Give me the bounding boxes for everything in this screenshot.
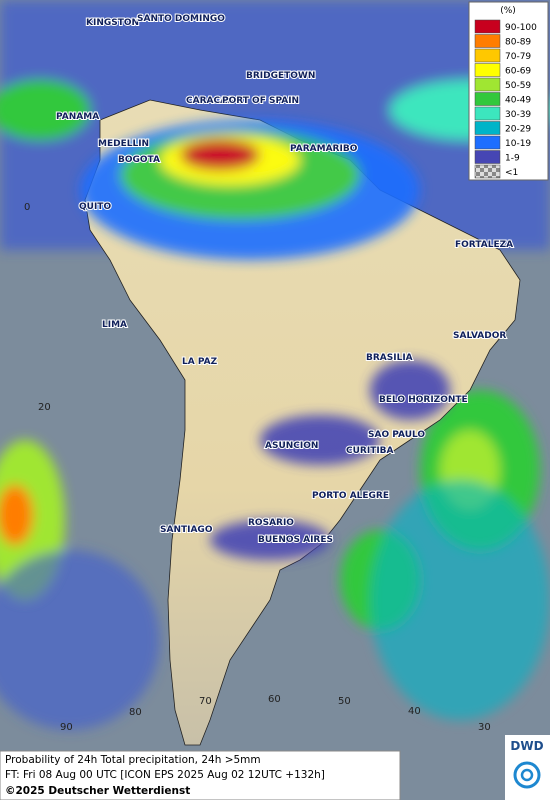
legend-label: 70-79 [505,52,531,62]
longitude-label: 80 [129,707,142,718]
legend-swatch [474,77,501,92]
city-label: PORTO ALEGRE [312,491,389,501]
legend-label: 10-19 [505,139,531,149]
city-label: CURITIBA [346,446,394,456]
longitude-label: 90 [60,722,73,733]
copyright: ©2025 Deutscher Wetterdienst [5,785,190,797]
latitude-label: 0 [24,202,30,213]
legend-swatch [474,63,501,77]
city-label: SAO PAULO [368,430,425,440]
city-label: CARACAS [186,96,234,106]
city-label: SALVADOR [453,331,506,341]
logo: DWD [505,735,550,800]
legend-swatch [474,48,501,63]
legend-swatch [474,92,501,106]
city-label: BUENOS AIRES [258,535,333,545]
city-label: BRIDGETOWN [246,71,315,81]
legend-swatch [474,121,501,135]
legend-swatch [474,164,501,179]
legend-label: 40-49 [505,96,531,106]
legend-label: 80-89 [505,38,531,48]
legend-label: 20-29 [505,125,531,135]
longitude-label: 60 [268,694,281,705]
city-label: LA PAZ [182,357,218,367]
legend-title: (%) [500,6,516,16]
city-label: PORT OF SPAIN [222,96,299,106]
city-label: BOGOTA [118,155,160,165]
city-label: PARAMARIBO [290,144,358,154]
longitude-label: 70 [199,696,212,707]
footer-line: FT: Fri 08 Aug 00 UTC [ICON EPS 2025 Aug… [5,769,325,781]
footer-line: Probability of 24h Total precipitation, … [5,754,261,766]
legend-label: 50-59 [505,81,531,91]
legend-swatch [474,135,501,150]
city-label: BRASILIA [366,353,413,363]
legend-swatch [474,34,501,48]
longitude-label: 40 [408,706,421,717]
legend-swatch [474,106,501,121]
city-label: LIMA [102,320,127,330]
legend-swatch [474,19,501,34]
city-label: ASUNCION [265,441,318,451]
city-label: SANTIAGO [160,525,213,535]
precip-land [80,120,450,560]
legend-label: 90-100 [505,23,537,33]
city-label: PANAMA [56,112,99,122]
legend-label: 1-9 [505,154,520,164]
city-label: KINGSTON [86,18,139,28]
legend-swatch [474,150,501,164]
logo-text: DWD [510,739,543,753]
city-label: FORTALEZA [455,240,513,250]
legend-label: 30-39 [505,110,531,120]
legend-label: 60-69 [505,67,531,77]
city-label: MEDELLIN [98,139,149,149]
footer: Probability of 24h Total precipitation, … [0,750,401,800]
longitude-label: 30 [478,722,491,733]
city-label: SANTO DOMINGO [137,14,225,24]
city-label: BELO HORIZONTE [379,395,468,405]
city-label: ROSARIO [248,518,294,528]
latitude-label: 20 [38,402,51,413]
legend-label: <1 [505,168,518,178]
legend: (%) 90-100 80-89 70-79 60-69 50-59 40-49 30-39… [468,1,549,181]
city-label: QUITO [79,202,111,212]
longitude-label: 50 [338,696,351,707]
